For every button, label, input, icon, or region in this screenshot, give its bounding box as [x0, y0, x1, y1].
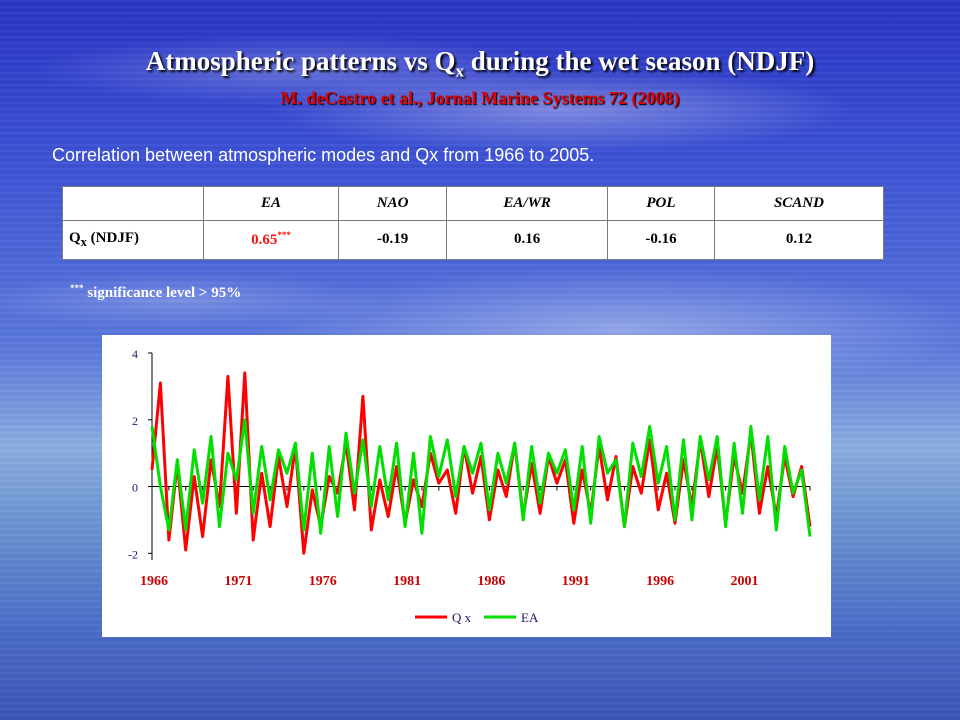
table-cell-scand: 0.12: [713, 219, 885, 261]
table-row: Qx (NDJF) 0.65*** -0.19 0.16 -0.16 0.12: [62, 219, 885, 261]
x-tick-label: 1976: [309, 574, 337, 589]
table-cell-nao: -0.19: [338, 219, 448, 261]
citation: M. deCastro et al., Jornal Marine System…: [280, 88, 680, 108]
table-row-label: Qx (NDJF): [62, 219, 204, 261]
y-tick-label: 4: [132, 347, 138, 361]
legend-label-qx: Q x: [452, 610, 472, 625]
x-tick-label: 1971: [224, 574, 252, 589]
description-text: Correlation between atmospheric modes an…: [52, 145, 595, 165]
x-tick-label: 1981: [393, 574, 421, 589]
x-tick-label: 1986: [477, 574, 505, 589]
table-cell-ea: 0.65***: [202, 219, 340, 261]
y-tick-label: -2: [128, 547, 138, 561]
table-header-nao: NAO: [338, 186, 448, 221]
series-line-ea: [150, 418, 812, 537]
x-tick-label: 1996: [646, 574, 674, 589]
legend-label-ea: EA: [521, 610, 539, 625]
table-header-eawr: EA/WR: [446, 186, 609, 221]
x-tick-label: 2001: [731, 574, 759, 589]
table-corner-cell: [62, 186, 204, 221]
table-cell-pol: -0.16: [607, 219, 715, 261]
table-cell-eawr: 0.16: [446, 219, 609, 261]
table-header-scand: SCAND: [713, 186, 885, 221]
table-header-ea: EA: [202, 186, 340, 221]
y-tick-label: 0: [132, 481, 138, 495]
x-tick-label: 1991: [562, 574, 590, 589]
significance-note: *** significance level > 95%: [70, 283, 242, 301]
correlation-table: EA NAO EA/WR POL SCAND Qx (NDJF) 0.65***…: [62, 186, 885, 261]
x-tick-label: 1966: [140, 574, 168, 589]
table-header-row: EA NAO EA/WR POL SCAND: [62, 186, 885, 221]
slide-title: Atmospheric patterns vs Qx during the we…: [145, 46, 815, 81]
y-tick-label: 2: [132, 414, 138, 428]
table-header-pol: POL: [607, 186, 715, 221]
chart-panel: 4 2 0 -2 1966 1971 1976 1981 1986 1991 1996 2001 Q x…: [102, 335, 831, 637]
